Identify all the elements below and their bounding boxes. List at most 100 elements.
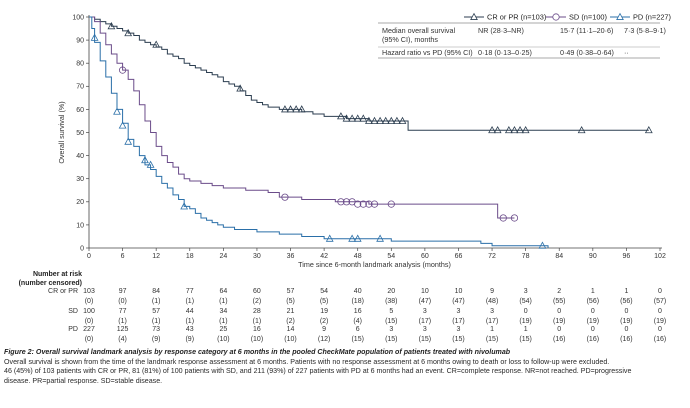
risk-at-risk: 84 bbox=[152, 288, 160, 295]
risk-censored: (48) bbox=[486, 298, 498, 305]
risk-censored: (19) bbox=[553, 318, 565, 325]
risk-censored: (15) bbox=[385, 336, 397, 343]
x-tick-label: 54 bbox=[387, 253, 395, 260]
risk-censored: (19) bbox=[587, 318, 599, 325]
risk-at-risk: 34 bbox=[219, 308, 227, 315]
risk-at-risk: 227 bbox=[83, 326, 95, 333]
censor-mark bbox=[342, 198, 351, 206]
risk-censored: (2) bbox=[320, 318, 329, 325]
x-tick-label: 78 bbox=[522, 253, 530, 260]
x-tick-label: 48 bbox=[354, 253, 362, 260]
risk-censored: (1) bbox=[253, 318, 262, 325]
risk-at-risk: 1 bbox=[490, 326, 494, 333]
censor-mark bbox=[538, 241, 547, 249]
censor-mark bbox=[141, 155, 149, 164]
risk-censored: (1) bbox=[219, 298, 228, 305]
risk-censored: (16) bbox=[620, 336, 632, 343]
risk-at-risk: 0 bbox=[658, 308, 662, 315]
censor-mark bbox=[370, 200, 379, 208]
risk-group-label: CR or PR bbox=[48, 288, 78, 295]
series-line bbox=[89, 16, 515, 219]
risk-censored: (56) bbox=[620, 298, 632, 305]
series-0 bbox=[89, 16, 653, 134]
caption-line: Overall survival is shown from the time … bbox=[4, 357, 610, 366]
censor-mark bbox=[113, 107, 121, 115]
risk-group-label: PD bbox=[68, 326, 78, 333]
censor-mark bbox=[381, 116, 390, 124]
censor-mark bbox=[90, 33, 99, 41]
y-axis-label: Overall survival (%) bbox=[57, 101, 66, 163]
risk-at-risk: 0 bbox=[557, 326, 561, 333]
risk-at-risk: 40 bbox=[354, 288, 362, 295]
censor-mark bbox=[364, 116, 373, 124]
risk-censored: (15) bbox=[351, 336, 363, 343]
censor-mark bbox=[493, 125, 502, 134]
legend-swatch-marker bbox=[616, 12, 624, 20]
x-tick-label: 12 bbox=[152, 253, 160, 260]
x-tick-label: 6 bbox=[121, 253, 125, 260]
censor-mark bbox=[392, 116, 401, 124]
risk-censored: (1) bbox=[185, 298, 194, 305]
censor-mark bbox=[644, 125, 653, 134]
y-tick-label: 20 bbox=[76, 199, 84, 206]
risk-censored: (5) bbox=[320, 298, 329, 305]
x-tick-label: 18 bbox=[186, 253, 194, 260]
censor-mark bbox=[387, 200, 395, 208]
x-tick-label: 72 bbox=[488, 253, 496, 260]
risk-censored: (9) bbox=[185, 336, 194, 343]
series-line bbox=[89, 16, 549, 248]
risk-at-risk: 9 bbox=[322, 326, 326, 333]
x-tick-label: 84 bbox=[555, 253, 563, 260]
x-tick-label: 42 bbox=[320, 253, 328, 260]
censor-mark bbox=[398, 116, 407, 124]
risk-at-risk: 100 bbox=[83, 308, 95, 315]
risk-censored: (55) bbox=[553, 298, 565, 305]
risk-censored: (1) bbox=[152, 318, 161, 325]
risk-censored: (15) bbox=[452, 336, 464, 343]
y-tick-label: 50 bbox=[76, 130, 84, 137]
risk-at-risk: 60 bbox=[253, 288, 261, 295]
censor-mark bbox=[370, 116, 379, 124]
risk-at-risk: 125 bbox=[117, 326, 129, 333]
risk-at-risk: 16 bbox=[253, 326, 261, 333]
series-line bbox=[89, 16, 649, 131]
risk-censored: (1) bbox=[219, 318, 228, 325]
risk-censored: (16) bbox=[553, 336, 565, 343]
risk-at-risk: 57 bbox=[152, 308, 160, 315]
x-tick-label: 30 bbox=[253, 253, 261, 260]
risk-censored: (56) bbox=[587, 298, 599, 305]
censor-mark bbox=[353, 234, 362, 242]
risk-at-risk: 73 bbox=[152, 326, 160, 333]
risk-at-risk: 3 bbox=[490, 308, 494, 315]
chart-axes: 0 10 20 30 40 50 60 70 80 90 100 0 6 12 18 24 30 36 42 48 54… bbox=[57, 14, 666, 269]
censor-mark bbox=[353, 114, 362, 122]
risk-censored: (15) bbox=[385, 318, 397, 325]
risk-at-risk: 64 bbox=[219, 288, 227, 295]
risk-at-risk: 1 bbox=[624, 288, 628, 295]
risk-censored: (54) bbox=[519, 298, 531, 305]
risk-at-risk: 0 bbox=[658, 288, 662, 295]
risk-at-risk: 0 bbox=[591, 326, 595, 333]
risk-censored: (15) bbox=[419, 336, 431, 343]
y-tick-label: 0 bbox=[80, 245, 84, 252]
censor-mark bbox=[365, 200, 373, 208]
risk-censored: (1) bbox=[185, 318, 194, 325]
risk-at-risk: 14 bbox=[287, 326, 295, 333]
censor-mark bbox=[348, 234, 357, 242]
caption-title: Figure 2: Overall survival landmark anal… bbox=[4, 348, 511, 356]
risk-at-risk: 25 bbox=[219, 326, 227, 333]
risk-at-risk: 1 bbox=[524, 326, 528, 333]
censor-mark bbox=[504, 125, 513, 134]
censor-mark bbox=[510, 125, 519, 134]
series-2 bbox=[89, 16, 549, 249]
risk-censored: (47) bbox=[419, 298, 431, 305]
risk-censored: (15) bbox=[519, 336, 531, 343]
risk-at-risk: 10 bbox=[455, 288, 463, 295]
censor-mark bbox=[325, 234, 334, 242]
censor-mark bbox=[348, 114, 357, 122]
y-tick-label: 90 bbox=[76, 38, 84, 45]
risk-at-risk: 0 bbox=[557, 308, 561, 315]
x-tick-label: 90 bbox=[589, 253, 597, 260]
risk-at-risk: 5 bbox=[389, 308, 393, 315]
risk-at-risk: 43 bbox=[186, 326, 194, 333]
